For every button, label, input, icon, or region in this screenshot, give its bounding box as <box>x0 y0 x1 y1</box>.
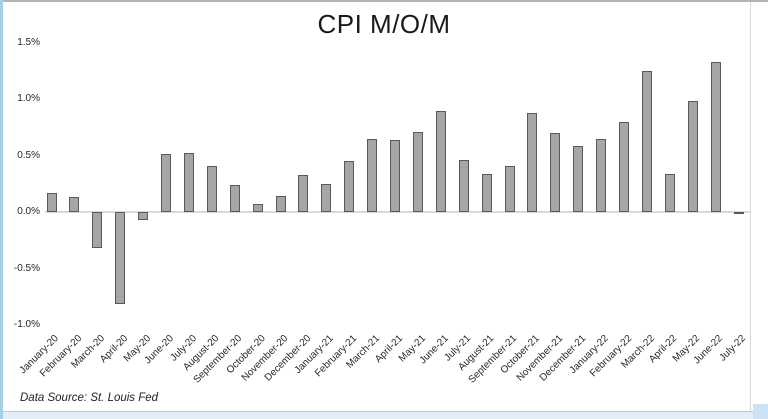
bar <box>390 139 400 212</box>
window-left-border <box>0 0 3 419</box>
window-bottom-strip <box>3 412 768 419</box>
window-bottom-border <box>3 411 768 412</box>
bar <box>435 111 446 212</box>
bar <box>183 153 194 212</box>
bar <box>733 212 744 215</box>
bar <box>573 146 584 212</box>
bar <box>252 204 263 212</box>
bar <box>687 101 698 212</box>
bar <box>596 138 607 212</box>
bar <box>46 192 57 212</box>
bar <box>550 132 561 212</box>
y-axis-tick-label: 1.5% <box>17 36 40 48</box>
data-source-note: Data Source: St. Louis Fed <box>20 392 159 404</box>
bar <box>504 165 515 212</box>
y-axis-tick-label: -0.5% <box>13 262 40 274</box>
bar <box>229 184 240 212</box>
bar <box>275 196 286 212</box>
bar <box>92 212 103 249</box>
y-axis-tick-label: 0.5% <box>17 149 40 161</box>
bar <box>481 173 492 212</box>
bar <box>206 165 217 212</box>
bar <box>710 61 721 212</box>
bar <box>619 121 629 212</box>
y-axis-tick-label: -1.0% <box>13 319 40 330</box>
y-axis-tick-label: 1.0% <box>17 93 40 104</box>
bar <box>664 173 675 212</box>
bar <box>69 197 80 212</box>
bar <box>321 183 332 212</box>
window-bottom-strip-accent <box>753 404 768 419</box>
bar <box>367 138 378 212</box>
chart-title: CPI M/O/M <box>317 9 451 39</box>
bar <box>641 70 652 212</box>
bar <box>138 212 149 220</box>
y-axis-tick-label: 0.0% <box>17 206 40 217</box>
bar <box>344 161 355 212</box>
bar <box>527 112 538 212</box>
bar <box>458 160 469 212</box>
bar <box>115 212 126 304</box>
bar <box>298 174 309 212</box>
chart-right-divider <box>750 2 751 411</box>
bar <box>412 131 423 212</box>
zero-axis-line <box>45 211 750 213</box>
window-top-border <box>0 0 768 2</box>
bar <box>161 154 171 212</box>
